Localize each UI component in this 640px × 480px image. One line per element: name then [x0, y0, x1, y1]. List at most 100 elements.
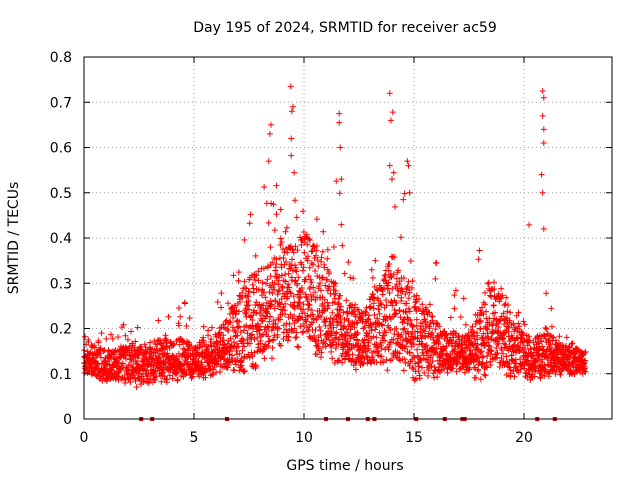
data-point — [324, 305, 331, 312]
data-point — [115, 334, 122, 341]
data-point — [411, 293, 418, 300]
data-point — [188, 343, 195, 350]
data-point — [563, 342, 570, 349]
data-point — [164, 350, 171, 357]
data-point — [422, 343, 429, 350]
data-point — [538, 356, 545, 363]
data-point — [284, 249, 291, 256]
data-point — [240, 368, 247, 375]
data-point — [477, 325, 484, 332]
data-point — [376, 329, 383, 336]
data-point — [234, 332, 241, 339]
data-point — [374, 343, 381, 350]
data-point — [426, 309, 433, 316]
data-point — [339, 242, 346, 249]
data-point — [304, 253, 311, 260]
data-point — [283, 224, 290, 231]
data-point — [299, 314, 306, 321]
data-point — [447, 314, 454, 321]
data-point — [485, 335, 492, 342]
data-point — [234, 340, 241, 347]
data-point — [162, 342, 169, 349]
data-point — [152, 376, 159, 383]
data-point — [145, 380, 152, 387]
data-point — [235, 343, 242, 350]
data-point — [403, 286, 410, 293]
data-point — [472, 374, 479, 381]
data-point — [411, 354, 418, 361]
data-point — [237, 329, 244, 336]
data-point — [505, 324, 512, 331]
data-point — [142, 349, 149, 356]
data-point — [267, 313, 274, 320]
data-point — [236, 308, 243, 315]
data-point — [336, 110, 343, 117]
data-point — [306, 237, 313, 244]
data-point — [316, 324, 323, 331]
data-point — [269, 344, 276, 351]
data-point — [495, 323, 502, 330]
data-point — [242, 305, 249, 312]
data-point — [390, 169, 397, 176]
data-point — [358, 313, 365, 320]
data-point — [521, 362, 528, 369]
data-point — [386, 289, 393, 296]
data-point — [457, 314, 464, 321]
data-point — [484, 280, 491, 287]
data-point — [493, 351, 500, 358]
data-point — [409, 278, 416, 285]
data-point — [480, 330, 487, 337]
data-point — [233, 307, 240, 314]
data-point — [475, 367, 482, 374]
data-point — [356, 348, 363, 355]
data-point — [103, 335, 110, 342]
data-point — [278, 239, 285, 246]
x-tick-label: 5 — [190, 430, 199, 446]
data-point — [400, 326, 407, 333]
data-point — [523, 370, 530, 377]
data-point — [246, 220, 253, 227]
data-point — [82, 333, 89, 340]
data-point — [476, 247, 483, 254]
data-point — [462, 321, 469, 328]
data-point — [205, 332, 212, 339]
data-point — [330, 324, 337, 331]
data-point — [521, 365, 528, 372]
data-point — [542, 324, 549, 331]
data-point — [265, 263, 272, 270]
data-point — [431, 364, 438, 371]
data-point — [263, 309, 270, 316]
data-point — [288, 135, 295, 142]
data-point — [251, 349, 258, 356]
data-point — [274, 331, 281, 338]
data-point — [124, 336, 131, 343]
data-point — [209, 371, 216, 378]
data-point — [511, 373, 518, 380]
data-point — [534, 357, 541, 364]
data-point — [352, 301, 359, 308]
data-point — [162, 346, 169, 353]
data-point — [408, 322, 415, 329]
data-point — [337, 144, 344, 151]
data-point — [268, 121, 274, 128]
data-point — [264, 323, 271, 330]
data-point — [502, 341, 509, 348]
data-point — [568, 340, 575, 347]
data-point — [399, 319, 406, 326]
data-point — [556, 333, 563, 340]
data-point — [500, 332, 507, 339]
data-point — [393, 299, 400, 306]
data-point — [176, 341, 183, 348]
data-point — [494, 330, 501, 337]
data-point — [327, 315, 334, 322]
data-point — [400, 367, 407, 374]
data-point — [396, 307, 403, 314]
data-point — [315, 263, 322, 270]
data-point — [312, 289, 319, 296]
data-point — [540, 139, 547, 146]
data-point — [410, 341, 417, 348]
data-point — [491, 286, 498, 293]
data-point — [337, 292, 344, 299]
data-point — [484, 353, 491, 360]
data-point — [115, 369, 122, 376]
